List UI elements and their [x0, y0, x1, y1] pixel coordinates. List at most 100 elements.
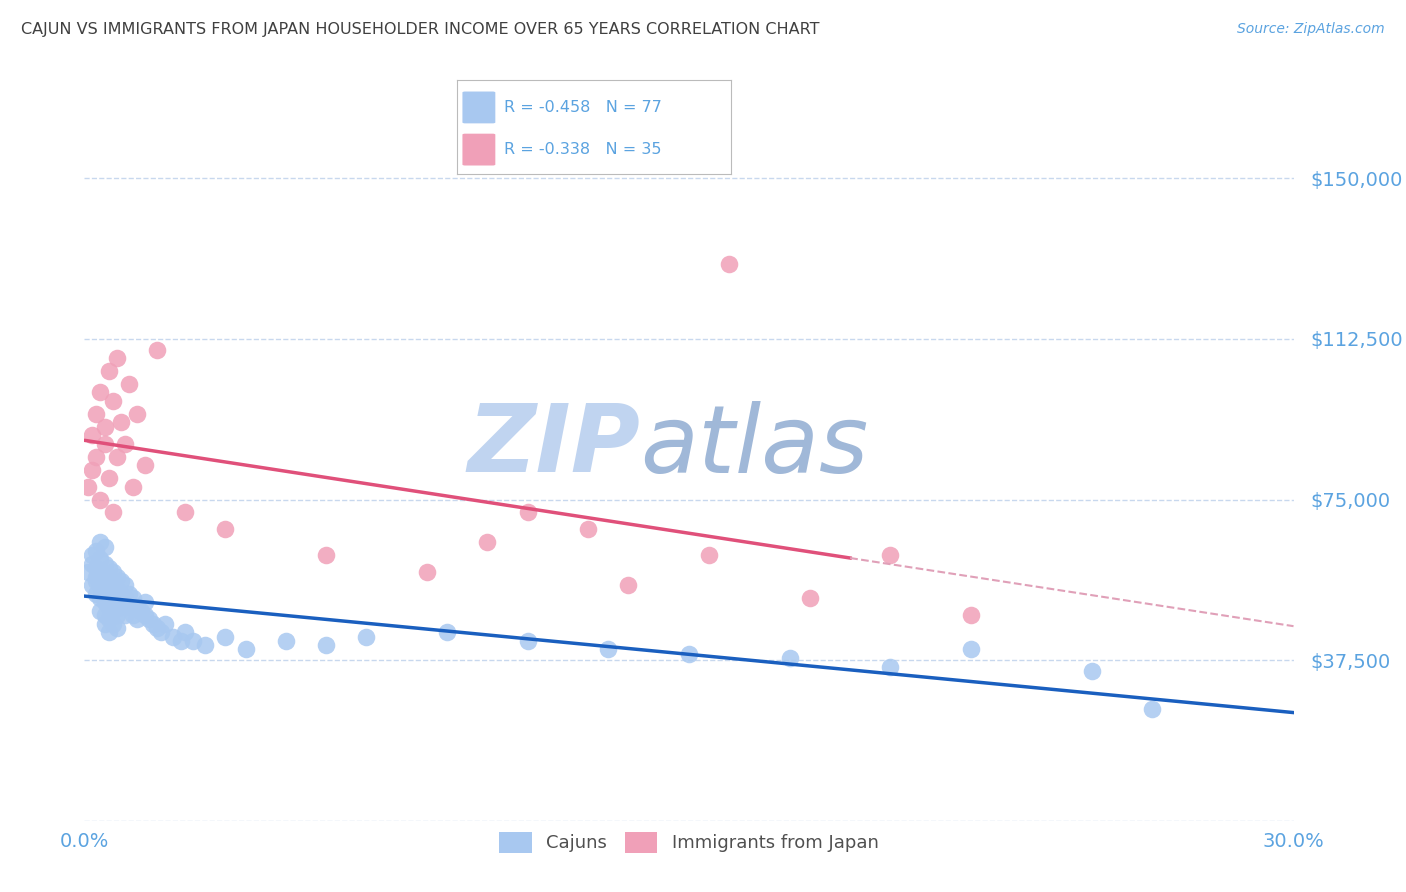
Point	[146, 343, 169, 357]
Point	[97, 574, 120, 588]
Point	[97, 364, 120, 378]
Point	[960, 608, 983, 623]
Point	[114, 608, 136, 623]
Point	[516, 505, 538, 519]
Point	[86, 587, 108, 601]
Point	[101, 616, 124, 631]
Point	[82, 548, 104, 562]
Point	[105, 621, 128, 635]
Text: ZIP: ZIP	[468, 400, 641, 492]
Point	[153, 616, 176, 631]
Point	[110, 416, 132, 430]
Point	[97, 625, 120, 640]
Point	[97, 561, 120, 575]
Point	[1081, 664, 1104, 678]
Point	[97, 599, 120, 614]
Point	[118, 587, 141, 601]
Point	[86, 569, 108, 583]
Point	[93, 616, 115, 631]
Point	[960, 642, 983, 657]
Point	[134, 458, 156, 473]
Point	[93, 569, 115, 583]
Point	[77, 480, 100, 494]
Point	[315, 548, 337, 562]
Point	[174, 625, 197, 640]
Text: Source: ZipAtlas.com: Source: ZipAtlas.com	[1237, 22, 1385, 37]
Point	[181, 633, 204, 648]
Point	[105, 582, 128, 597]
Text: R = -0.338   N = 35: R = -0.338 N = 35	[503, 142, 661, 157]
Point	[89, 591, 111, 605]
Point	[105, 595, 128, 609]
Point	[101, 578, 124, 592]
Point	[718, 257, 741, 271]
Point	[110, 599, 132, 614]
Point	[194, 638, 217, 652]
Point	[149, 625, 172, 640]
Point	[799, 591, 821, 605]
Point	[598, 642, 620, 657]
Point	[93, 437, 115, 451]
Point	[89, 566, 111, 580]
Point	[93, 540, 115, 554]
Point	[105, 450, 128, 464]
Point	[134, 608, 156, 623]
Point	[576, 523, 599, 537]
Point	[174, 505, 197, 519]
Point	[779, 651, 801, 665]
Point	[129, 604, 152, 618]
Point	[214, 630, 236, 644]
Point	[121, 591, 143, 605]
Point	[170, 633, 193, 648]
Point	[162, 630, 184, 644]
Point	[1142, 702, 1164, 716]
Point	[97, 612, 120, 626]
Point	[114, 591, 136, 605]
Point	[274, 633, 297, 648]
Point	[121, 480, 143, 494]
Point	[93, 595, 115, 609]
Point	[214, 523, 236, 537]
Point	[82, 462, 104, 476]
Point	[82, 578, 104, 592]
Point	[356, 630, 378, 644]
FancyBboxPatch shape	[463, 134, 495, 166]
Point	[86, 407, 108, 421]
Point	[101, 505, 124, 519]
Point	[125, 407, 148, 421]
Point	[121, 608, 143, 623]
Point	[86, 544, 108, 558]
Point	[617, 578, 640, 592]
Legend: Cajuns, Immigrants from Japan: Cajuns, Immigrants from Japan	[499, 832, 879, 853]
Text: atlas: atlas	[641, 401, 869, 491]
Point	[82, 428, 104, 442]
Point	[134, 595, 156, 609]
Text: CAJUN VS IMMIGRANTS FROM JAPAN HOUSEHOLDER INCOME OVER 65 YEARS CORRELATION CHAR: CAJUN VS IMMIGRANTS FROM JAPAN HOUSEHOLD…	[21, 22, 820, 37]
Point	[93, 557, 115, 571]
Point	[118, 376, 141, 391]
Point	[101, 591, 124, 605]
Point	[114, 578, 136, 592]
Point	[235, 642, 257, 657]
Point	[93, 608, 115, 623]
Point	[97, 587, 120, 601]
Point	[89, 385, 111, 400]
Point	[110, 574, 132, 588]
Point	[146, 621, 169, 635]
Point	[678, 647, 700, 661]
Point	[114, 437, 136, 451]
Point	[477, 535, 499, 549]
Point	[110, 587, 132, 601]
Point	[89, 552, 111, 566]
Point	[77, 566, 100, 580]
Point	[118, 599, 141, 614]
Point	[89, 535, 111, 549]
Point	[879, 659, 901, 673]
Point	[105, 351, 128, 366]
FancyBboxPatch shape	[463, 92, 495, 123]
Point	[101, 566, 124, 580]
Point	[89, 578, 111, 592]
Point	[97, 471, 120, 485]
Point	[101, 604, 124, 618]
Text: R = -0.458   N = 77: R = -0.458 N = 77	[503, 100, 661, 115]
